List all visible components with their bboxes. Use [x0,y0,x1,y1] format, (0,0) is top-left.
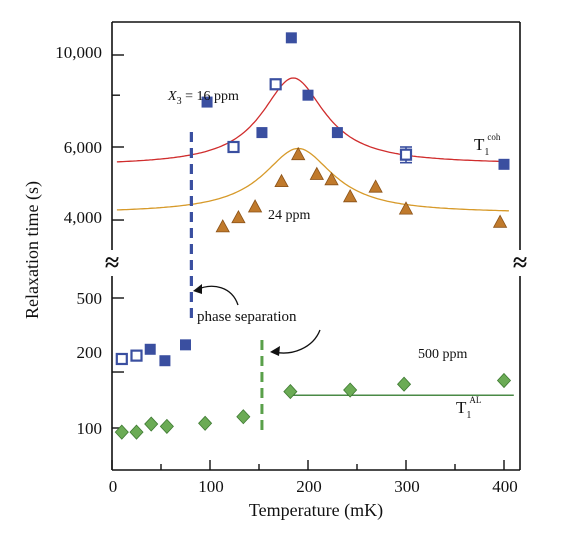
x-tick-label-300: 300 [394,477,420,496]
t1coh-point-0 [201,96,213,108]
arrowhead-green [270,346,280,356]
x-tick-label-0: 0 [109,477,118,496]
annotation-arrows [193,284,321,356]
ppm500-point-6 [283,383,298,400]
ppm500-point-2 [144,416,159,432]
ppm24-point-3 [274,173,289,188]
annotation-500ppm: 500 ppm [418,347,468,362]
ppm24-point-2 [247,199,263,213]
y-axis-label: Relaxation time (s) [22,181,43,319]
t1coh-point-3 [269,78,282,91]
ppm500-point-1 [129,424,144,440]
fit-curve-1 [116,147,509,212]
y-tick-label-4000: 4,000 [64,208,102,227]
ppm500-point-8 [396,376,412,392]
ppm16-point-1 [130,349,143,362]
t1coh-point-2 [256,127,268,139]
axes [111,21,521,471]
t1coh-point-7 [399,148,413,161]
phase-separation-lines [189,132,264,432]
x-tick-label-200: 200 [296,477,322,496]
ppm24-point-0 [215,219,230,233]
annotation-phase-separation: phase separation [197,309,297,325]
label-t1al: T1 AL [456,395,481,421]
label-t1al-sup: AL [469,395,481,405]
y-tick-label-100: 100 [77,419,103,438]
axis-break-left: ≈ [105,248,119,277]
ppm24-point-6 [324,171,339,186]
x-tick-label-400: 400 [492,477,518,496]
y-tick-label-6000: 6,000 [64,138,102,157]
ppm500-point-5 [236,409,251,425]
annotation-x3: X3 = 16 ppm [167,89,239,107]
y-tick-label-500: 500 [77,289,103,308]
ppm16-point-4 [180,339,191,351]
label-t1al-sub: 1 [466,410,471,421]
annotation-24ppm: 24 ppm [268,208,311,223]
annotation-x3-subscript: 3 [177,96,182,107]
ppm500-point-0 [114,424,129,440]
t1coh-point-4 [285,32,297,44]
label-t1coh-sup: coh [487,132,500,142]
ppm16-point-3 [159,355,171,367]
annotation-x3-symbol: X [167,89,177,104]
axis-break-right: ≈ [513,248,527,277]
ppm24-point-10 [492,214,508,228]
arrowhead-blue [193,284,202,294]
t1coh-point-1 [227,140,240,154]
arrow-to-green-line [273,329,321,354]
label-t1coh-main: T [474,135,485,154]
y-tick-label-200: 200 [77,343,103,362]
t1coh-point-6 [331,127,343,139]
ppm500-point-9 [496,372,512,389]
ppm24-point-8 [368,179,383,193]
ppm24-point-5 [309,166,324,180]
label-t1coh-sub: 1 [484,147,489,158]
ppm500-point-3 [159,418,174,434]
ppm24-point-9 [398,201,414,215]
annotation-x3-value: = 16 ppm [182,89,239,104]
data-markers [114,32,512,440]
ppm16-point-2 [144,343,156,355]
ppm16-point-0 [115,352,128,366]
tick-marks [111,54,505,470]
ppm500-point-4 [198,415,213,431]
x-tick-label-100: 100 [198,477,224,496]
label-t1coh: T1 coh [474,132,501,158]
t1coh-point-5 [302,89,314,101]
y-tick-label-10000: 10,000 [55,43,102,62]
ppm24-point-1 [231,209,246,224]
ppm24-point-4 [291,146,306,161]
t1coh-point-8 [498,158,510,170]
ppm24-point-7 [342,188,358,203]
label-t1al-main: T [456,398,467,417]
x-axis-label: Temperature (mK) [249,500,383,521]
arrow-to-blue-line [195,285,239,306]
ppm500-point-7 [343,382,358,398]
